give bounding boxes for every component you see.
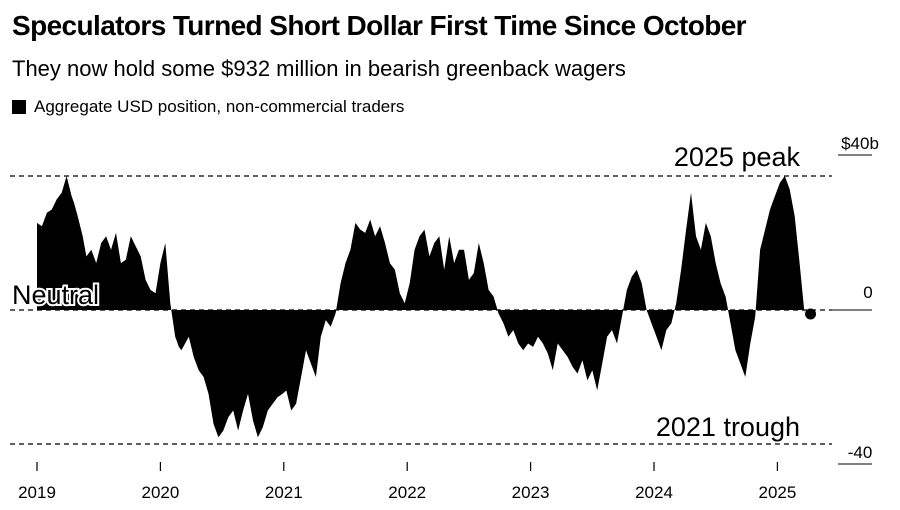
neutral-annotation: Neutral: [12, 280, 99, 310]
chart-title: Speculators Turned Short Dollar First Ti…: [12, 10, 747, 41]
area-layer: [37, 176, 805, 438]
reference-lines: [10, 175, 832, 445]
x-tick-label-3: 2022: [388, 483, 426, 502]
y-axis: $40b 0 -40: [832, 134, 879, 465]
x-tick-label-6: 2025: [758, 483, 796, 502]
last-point-marker: [805, 308, 817, 320]
legend-label: Aggregate USD position, non-commercial t…: [34, 97, 405, 116]
series-area: [37, 176, 805, 438]
annotations: 2025 peak Neutral 2021 trough: [10, 142, 817, 442]
x-tick-label-0: 2019: [18, 483, 56, 502]
chart-subtitle: They now hold some $932 million in beari…: [12, 56, 626, 81]
x-tick-label-2: 2021: [265, 483, 303, 502]
peak-annotation: 2025 peak: [674, 142, 801, 172]
x-tick-label-5: 2024: [635, 483, 673, 502]
legend: Aggregate USD position, non-commercial t…: [12, 97, 404, 117]
trough-annotation: 2021 trough: [656, 412, 800, 442]
x-tick-label-4: 2023: [512, 483, 550, 502]
x-tick-label-1: 2020: [141, 483, 179, 502]
y-tick-label-2: -40: [848, 443, 873, 462]
x-axis: 2019 2020 2021 2022 2023 2024 2025: [18, 462, 796, 502]
y-tick-label-1: 0: [863, 283, 872, 302]
y-tick-label-0: $40b: [841, 134, 879, 153]
legend-swatch: [12, 100, 26, 114]
